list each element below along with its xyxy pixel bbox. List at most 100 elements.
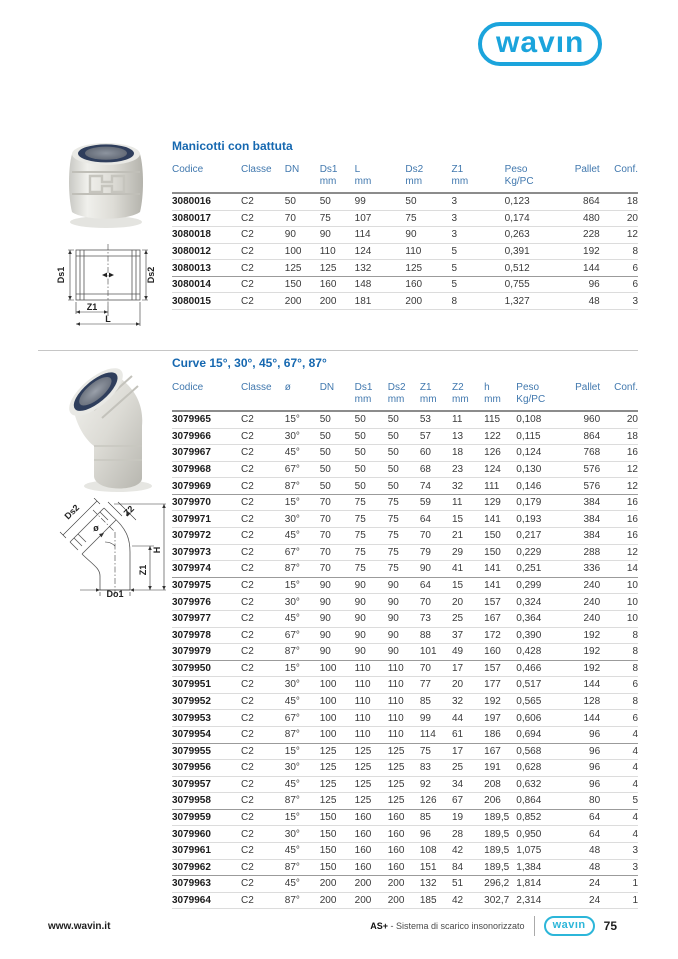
- cell-value: C2: [240, 709, 285, 727]
- cell-value: C2: [240, 759, 285, 777]
- column-header: Codice: [172, 162, 241, 194]
- cell-value: 384: [564, 527, 601, 545]
- cell-value: 100: [319, 660, 355, 678]
- cell-value: 864: [563, 193, 600, 211]
- cell-value: C2: [240, 859, 285, 877]
- cell-value: 70: [319, 494, 355, 512]
- cell-value: 50: [319, 428, 355, 446]
- cell-value: C2: [240, 577, 285, 595]
- cell-value: 96: [419, 825, 452, 844]
- cell-codice: 3079954: [172, 726, 241, 744]
- cell-value: 160: [354, 842, 388, 860]
- column-header: Ds2 mm: [387, 380, 420, 412]
- table-row: 3079975 C2 15° 90 90 90 64 15 141 0,299 240 10: [172, 577, 638, 595]
- cell-value: 90: [419, 560, 452, 578]
- cell-value: 90: [387, 643, 420, 661]
- cell-value: 3: [451, 193, 505, 211]
- cell-codice: 3079968: [172, 461, 241, 479]
- cell-value: 96: [564, 726, 601, 744]
- cell-value: 32: [452, 693, 485, 711]
- cell-value: 125: [319, 759, 355, 777]
- column-header: Z1 mm: [451, 162, 505, 194]
- cell-value: 8: [599, 243, 638, 261]
- table-row: 3079952 C2 45° 100 110 110 85 32 192 0,565 128 8: [172, 693, 638, 711]
- cell-value: 110: [354, 660, 388, 678]
- cell-value: 75: [387, 544, 420, 562]
- cell-value: 0,179: [516, 494, 565, 512]
- cell-value: C2: [240, 544, 285, 562]
- cell-value: 125: [319, 743, 355, 761]
- table-row: 3080018 C2 90 90 114 90 3 0,263 228 12: [172, 226, 638, 244]
- cell-value: 88: [419, 627, 452, 645]
- cell-value: 45°: [284, 610, 320, 628]
- cell-value: 206: [484, 792, 517, 810]
- cell-value: 110: [354, 709, 388, 727]
- cell-codice: 3080013: [172, 259, 241, 277]
- cell-value: 6: [599, 259, 638, 277]
- table-row: 3079951 C2 30° 100 110 110 77 20 177 0,517 144 6: [172, 676, 638, 694]
- cell-value: 0,755: [504, 276, 564, 294]
- table-row: 3080016 C2 50 50 99 50 3 0,123 864 18: [172, 193, 638, 211]
- cell-value: 25: [452, 610, 485, 628]
- table-row: 3079959 C2 15° 150 160 160 85 19 189,5 0,852 64 4: [172, 809, 638, 827]
- cell-value: 15°: [284, 660, 320, 678]
- cell-value: 57: [419, 428, 452, 446]
- cell-value: 125: [354, 792, 388, 810]
- wavin-footer-logo-text: wavın: [552, 919, 586, 932]
- cell-value: 100: [319, 693, 355, 711]
- cell-value: 200: [387, 892, 420, 910]
- cell-value: 189,5: [484, 825, 517, 844]
- cell-value: 110: [387, 709, 420, 727]
- cell-value: 0,217: [516, 527, 565, 545]
- cell-value: 70: [419, 593, 452, 611]
- cell-value: 21: [452, 527, 485, 545]
- table-row: 3079974 C2 87° 70 75 75 90 41 141 0,251 336 14: [172, 560, 638, 578]
- cell-value: 110: [387, 676, 420, 694]
- cell-codice: 3079978: [172, 627, 241, 645]
- cell-value: 160: [484, 643, 517, 661]
- cell-value: 6: [600, 709, 638, 727]
- cell-codice: 3079975: [172, 577, 241, 595]
- footer-product-name: AS+: [370, 921, 388, 931]
- cell-value: 189,5: [484, 859, 517, 877]
- column-header: Classe: [240, 380, 285, 412]
- cell-value: 191: [484, 759, 517, 777]
- cell-value: 125: [319, 792, 355, 810]
- cell-value: 84: [452, 859, 485, 877]
- cell-value: 0,466: [516, 660, 565, 678]
- cell-codice: 3080012: [172, 243, 241, 261]
- cell-codice: 3079956: [172, 759, 241, 777]
- cell-value: 148: [354, 276, 406, 294]
- cell-value: 24: [564, 875, 601, 893]
- cell-value: 25: [452, 759, 485, 777]
- dim-label-do1: Do1: [106, 589, 123, 598]
- cell-value: 28: [452, 825, 485, 844]
- cell-value: 0,130: [516, 461, 565, 479]
- cell-value: 192: [564, 660, 601, 678]
- table-row: 3079960 C2 30° 150 160 160 96 28 189,5 0,950 64 4: [172, 825, 638, 844]
- cell-value: 96: [563, 276, 600, 294]
- cell-value: C2: [240, 276, 285, 294]
- cell-value: 0,115: [516, 428, 565, 446]
- cell-value: 125: [319, 776, 355, 794]
- cell-value: 67°: [284, 544, 320, 562]
- cell-value: 141: [484, 577, 517, 595]
- cell-value: 181: [354, 292, 406, 311]
- cell-value: 160: [354, 825, 388, 844]
- cell-value: 0,390: [516, 627, 565, 645]
- cell-value: 1,327: [504, 292, 564, 311]
- cell-value: 128: [564, 693, 601, 711]
- cell-value: 0,263: [504, 226, 564, 244]
- cell-value: 0,694: [516, 726, 565, 744]
- cell-value: 77: [419, 676, 452, 694]
- cell-value: 37: [452, 627, 485, 645]
- cell-value: 75: [354, 527, 388, 545]
- cell-value: 8: [600, 643, 638, 661]
- cell-value: 90: [319, 610, 355, 628]
- cell-value: 0,229: [516, 544, 565, 562]
- cell-codice: 3079964: [172, 892, 241, 910]
- cell-value: 67°: [284, 627, 320, 645]
- cell-value: 1,814: [516, 875, 565, 893]
- cell-value: 0,251: [516, 560, 565, 578]
